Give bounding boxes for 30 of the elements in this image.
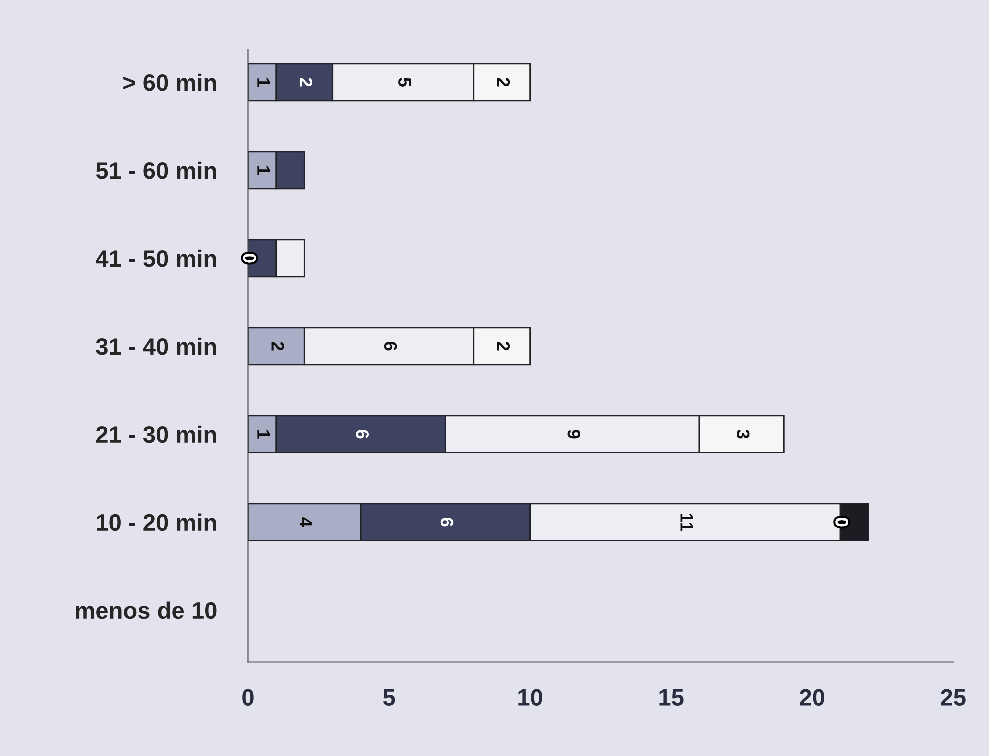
data-label: 1 (258, 78, 270, 87)
y-tick-label: 10 - 20 min (97, 514, 216, 532)
data-label: 4 (300, 518, 312, 528)
y-tick-label: 21 - 30 min (96, 426, 216, 444)
x-tick-label: 25 (941, 689, 966, 706)
y-tick-label: 31 - 40 min (96, 338, 216, 356)
data-label: 2 (497, 342, 510, 351)
data-label: 5 (398, 78, 412, 87)
data-label: 2 (272, 342, 284, 351)
x-tick-label: 20 (800, 689, 825, 706)
data-label: 1 (258, 166, 270, 175)
x-tick-label: 15 (660, 690, 684, 706)
data-label: 6 (440, 518, 454, 527)
x-tick-label: 5 (383, 690, 396, 706)
data-label: 11 (680, 514, 694, 532)
y-tick-label: menos de 10 (76, 602, 217, 620)
data-label: 0 (836, 518, 849, 527)
x-tick-label: 0 (242, 689, 254, 706)
x-tick-label: 10 (518, 689, 542, 706)
y-tick-label: > 60 min (124, 74, 216, 92)
data-label: 1 (258, 430, 270, 439)
data-label: 2 (300, 78, 313, 87)
data-label: 6 (384, 342, 398, 351)
data-label: 0 (243, 254, 256, 263)
data-label: 2 (497, 78, 510, 87)
y-tick-label: 51 - 60 min (96, 162, 216, 180)
data-label: 3 (736, 430, 750, 439)
y-tick-label: 41 - 50 min (96, 250, 216, 268)
data-label: 6 (356, 430, 370, 439)
data-label: 9 (568, 430, 581, 439)
